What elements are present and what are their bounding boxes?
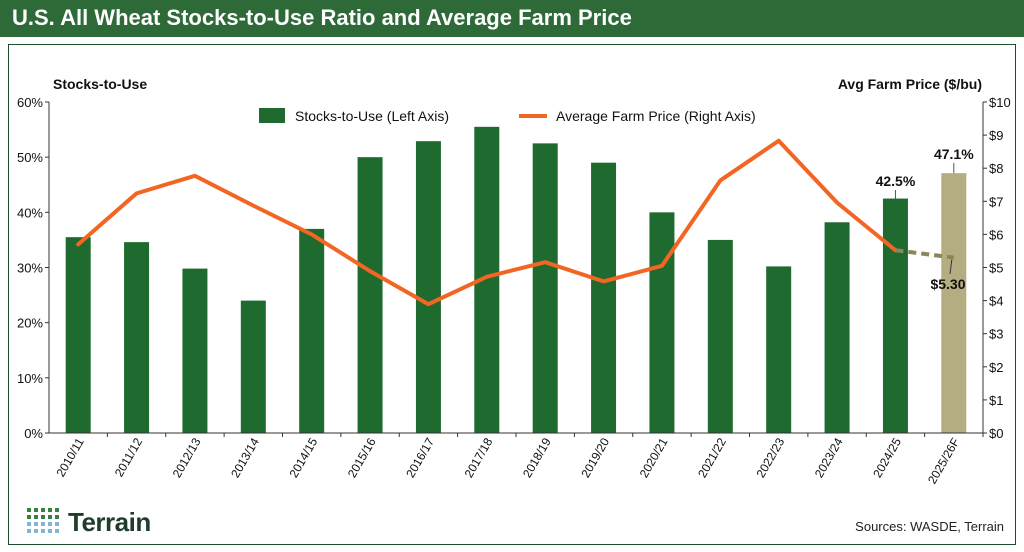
bar-2025/26F xyxy=(941,173,967,434)
right-tick-label: $1 xyxy=(989,393,1003,408)
left-tick-label: 0% xyxy=(24,426,43,441)
x-tick-label: 2015/16 xyxy=(345,435,379,480)
x-tick-label: 2014/15 xyxy=(286,435,320,480)
bar-2015/16 xyxy=(357,157,383,433)
legend-line-label: Average Farm Price (Right Axis) xyxy=(556,108,756,124)
chart-title: U.S. All Wheat Stocks-to-Use Ratio and A… xyxy=(12,5,632,30)
bar-2012/13 xyxy=(182,268,208,433)
bar-2013/14 xyxy=(240,300,266,433)
bar-2010/11 xyxy=(65,237,91,433)
chart-frame xyxy=(8,44,1016,545)
x-tick-label: 2023/24 xyxy=(812,435,846,480)
bar-2024/25 xyxy=(882,198,908,433)
price-forecast-line xyxy=(895,248,955,260)
price-line xyxy=(76,138,898,307)
x-tick-label: 2020/21 xyxy=(637,435,671,480)
left-tick-label: 40% xyxy=(17,205,43,220)
annotation-leader xyxy=(949,259,953,275)
bar-2019/20 xyxy=(591,162,617,433)
x-tick-label: 2016/17 xyxy=(403,435,437,480)
right-tick-label: $6 xyxy=(989,227,1003,242)
left-axis-title: Stocks-to-Use xyxy=(53,76,147,92)
bar-2011/12 xyxy=(124,242,150,433)
right-tick-label: $9 xyxy=(989,128,1003,143)
left-tick-label: 60% xyxy=(17,95,43,110)
left-tick-label: 10% xyxy=(17,371,43,386)
bar-2016/17 xyxy=(415,141,441,433)
x-tick-label: 2010/11 xyxy=(53,435,87,479)
right-tick-label: $3 xyxy=(989,327,1003,342)
bar-2023/24 xyxy=(824,222,850,433)
title-bar: U.S. All Wheat Stocks-to-Use Ratio and A… xyxy=(0,0,1024,37)
right-tick-label: $10 xyxy=(989,95,1011,110)
left-tick-label: 20% xyxy=(17,316,43,331)
x-tick-label: 2022/23 xyxy=(753,435,787,480)
right-tick-label: $4 xyxy=(989,294,1003,309)
x-tick-label: 2024/25 xyxy=(870,435,904,480)
annotation-label: 47.1% xyxy=(934,146,974,162)
x-tick-label: 2011/12 xyxy=(112,435,146,479)
x-tick-label: 2019/20 xyxy=(578,435,612,480)
bar-2014/15 xyxy=(299,228,325,433)
x-tick-label: 2012/13 xyxy=(170,435,204,480)
right-tick-label: $0 xyxy=(989,426,1003,441)
bar-2021/22 xyxy=(707,239,733,433)
annotation-label: 42.5% xyxy=(876,173,916,189)
left-tick-label: 50% xyxy=(17,150,43,165)
logo-dots-icon xyxy=(27,508,59,533)
x-tick-label: 2018/19 xyxy=(520,435,554,480)
right-tick-label: $8 xyxy=(989,161,1003,176)
bar-2018/19 xyxy=(532,143,558,433)
right-axis-title: Avg Farm Price ($/bu) xyxy=(838,76,982,92)
right-tick-label: $5 xyxy=(989,261,1003,276)
bar-2020/21 xyxy=(649,212,675,433)
left-tick-label: 30% xyxy=(17,261,43,276)
x-tick-label: 2017/18 xyxy=(462,435,496,480)
x-tick-label: 2021/22 xyxy=(695,435,729,480)
legend-bar-swatch xyxy=(259,108,285,123)
bar-2022/23 xyxy=(766,266,792,433)
x-tick-label: 2013/14 xyxy=(228,435,262,480)
legend-bar-label: Stocks-to-Use (Left Axis) xyxy=(295,108,449,124)
annotation-label: $5.30 xyxy=(930,276,965,292)
source-note: Sources: WASDE, Terrain xyxy=(855,519,1004,534)
x-tick-label: 2025/26F xyxy=(925,436,962,487)
right-tick-label: $7 xyxy=(989,194,1003,209)
right-tick-label: $2 xyxy=(989,360,1003,375)
logo-text: Terrain xyxy=(68,507,151,537)
